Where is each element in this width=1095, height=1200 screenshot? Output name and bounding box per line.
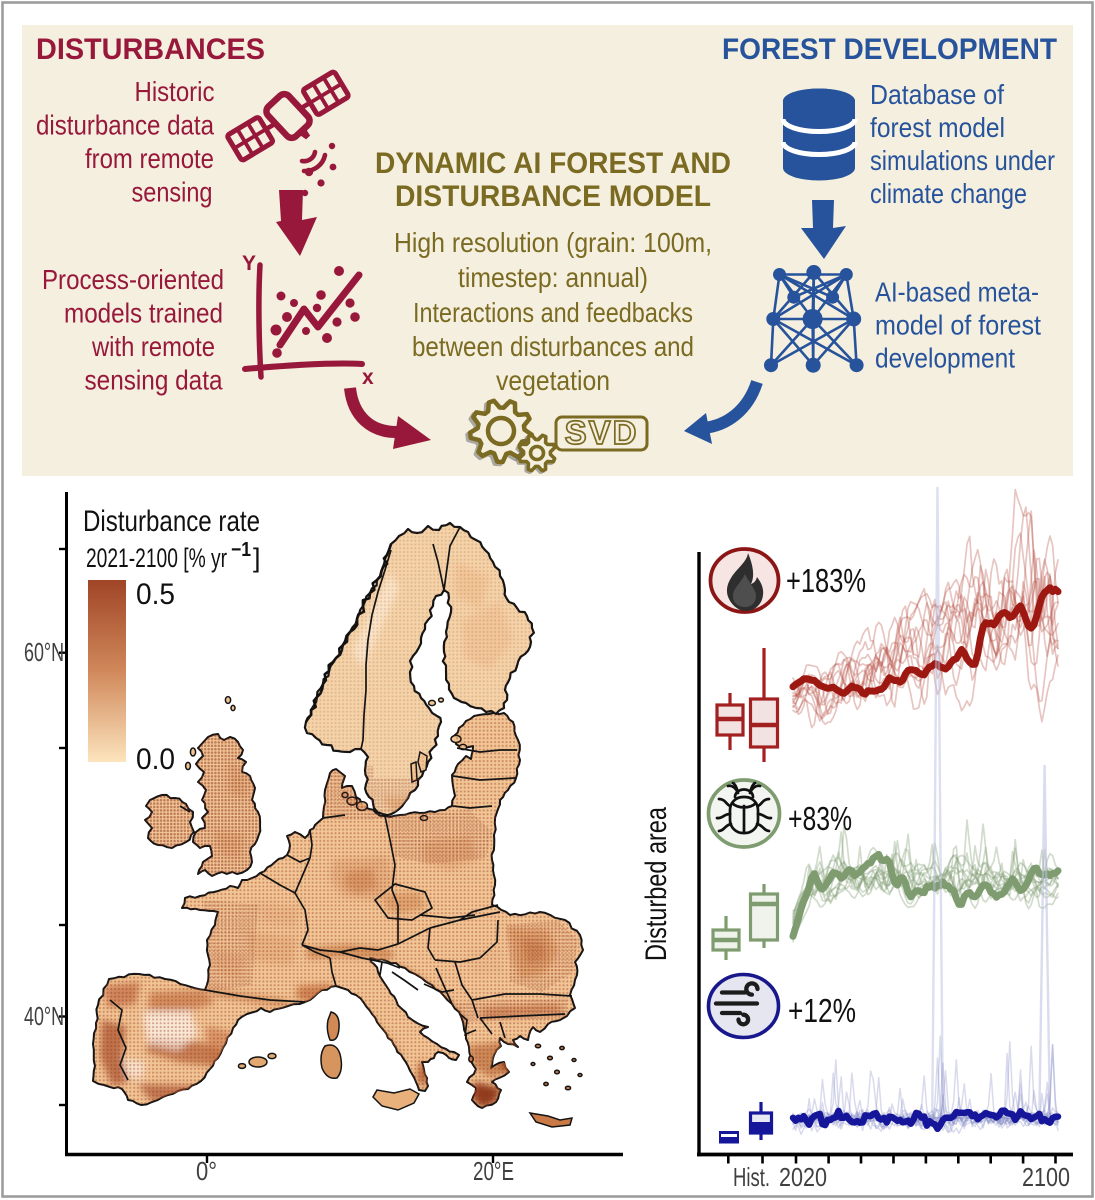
svg-text:DISTURBANCES: DISTURBANCES bbox=[36, 33, 265, 66]
svg-text:development: development bbox=[875, 343, 1015, 374]
svg-text:FOREST DEVELOPMENT: FOREST DEVELOPMENT bbox=[722, 33, 1057, 66]
svg-text:40°N: 40°N bbox=[24, 1001, 64, 1031]
svg-text:0.5: 0.5 bbox=[136, 578, 175, 611]
svg-text:Hist.: Hist. bbox=[733, 1162, 770, 1192]
svg-text:2020: 2020 bbox=[779, 1162, 827, 1192]
svg-text:Historic: Historic bbox=[135, 76, 215, 107]
svg-text:]: ] bbox=[253, 543, 261, 573]
svg-text:Interactions and feedbacks: Interactions and feedbacks bbox=[413, 297, 693, 328]
svg-text:models trained: models trained bbox=[64, 298, 223, 329]
svg-text:+12%: +12% bbox=[788, 992, 856, 1029]
svg-text:x: x bbox=[362, 366, 374, 389]
svg-text:Disturbed area: Disturbed area bbox=[640, 807, 673, 961]
svg-text:0.0: 0.0 bbox=[136, 743, 175, 776]
svg-text:climate change: climate change bbox=[870, 178, 1027, 209]
svg-text:timestep: annual): timestep: annual) bbox=[458, 262, 648, 293]
svg-text:forest model: forest model bbox=[870, 112, 1005, 143]
svg-text:Y: Y bbox=[242, 252, 256, 275]
svg-text:2021-2100 [% yr: 2021-2100 [% yr bbox=[86, 543, 227, 573]
svg-text:SVD: SVD bbox=[565, 414, 639, 451]
svg-text:Process-oriented: Process-oriented bbox=[42, 264, 224, 295]
svg-text:from remote: from remote bbox=[85, 143, 214, 174]
svg-text:sensing data: sensing data bbox=[85, 365, 223, 396]
svg-text:DISTURBANCE MODEL: DISTURBANCE MODEL bbox=[395, 180, 711, 213]
svg-text:between disturbances and: between disturbances and bbox=[412, 331, 694, 362]
svg-text:+83%: +83% bbox=[788, 800, 852, 837]
svg-text:simulations under: simulations under bbox=[870, 145, 1055, 176]
svg-text:Database of: Database of bbox=[870, 79, 1004, 110]
svg-text:sensing: sensing bbox=[132, 177, 213, 208]
svg-text:disturbance data: disturbance data bbox=[36, 110, 214, 141]
svg-text:0°: 0° bbox=[196, 1156, 217, 1186]
svg-text:High resolution (grain: 100m,: High resolution (grain: 100m, bbox=[394, 227, 712, 258]
svg-text:60°N: 60°N bbox=[24, 637, 64, 667]
svg-text:vegetation: vegetation bbox=[496, 365, 610, 396]
svg-text:20°E: 20°E bbox=[473, 1156, 514, 1186]
svg-text:Disturbance rate: Disturbance rate bbox=[83, 505, 260, 538]
svg-text:+183%: +183% bbox=[786, 562, 866, 599]
svg-text:2100: 2100 bbox=[1022, 1162, 1070, 1192]
svg-text:−1: −1 bbox=[231, 539, 251, 561]
svg-text:model of forest: model of forest bbox=[875, 310, 1041, 341]
svg-text:AI-based meta-: AI-based meta- bbox=[875, 277, 1039, 308]
svg-text:with remote: with remote bbox=[91, 331, 215, 362]
svg-text:DYNAMIC AI FOREST AND: DYNAMIC AI FOREST AND bbox=[375, 147, 731, 180]
